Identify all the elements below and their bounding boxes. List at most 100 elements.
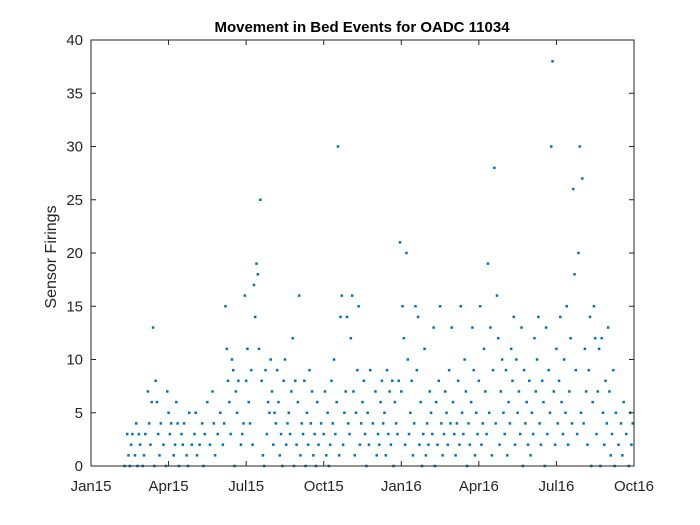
data-point: [182, 422, 186, 425]
data-point: [481, 422, 484, 425]
data-point: [274, 422, 278, 425]
data-point: [291, 336, 294, 340]
data-point: [287, 411, 291, 414]
data-point: [499, 390, 503, 393]
data-point: [190, 443, 194, 446]
data-point: [517, 390, 521, 393]
data-point: [548, 411, 552, 414]
data-point: [551, 60, 554, 63]
data-point: [193, 432, 196, 436]
data-point: [313, 432, 316, 436]
data-point: [137, 432, 141, 436]
data-point: [458, 443, 461, 446]
data-point: [358, 443, 362, 446]
data-point: [529, 454, 532, 457]
data-point: [530, 411, 534, 414]
data-point: [498, 443, 501, 446]
data-point: [612, 368, 615, 372]
data-point: [425, 422, 429, 425]
data-point: [158, 454, 161, 457]
data-point: [234, 390, 238, 393]
data-point: [282, 379, 285, 383]
data-point: [570, 422, 574, 425]
data-point: [357, 305, 360, 308]
data-point: [176, 422, 179, 425]
plot-frame: [90, 39, 635, 467]
data-point: [228, 400, 231, 404]
data-point: [239, 443, 243, 446]
data-point: [574, 368, 578, 372]
data-point: [288, 432, 292, 436]
data-point: [309, 422, 313, 425]
data-point: [275, 368, 279, 372]
data-point: [235, 411, 239, 414]
data-point: [609, 454, 612, 457]
data-point: [211, 390, 214, 393]
data-point: [601, 411, 605, 414]
data-point: [383, 411, 386, 414]
data-point: [512, 315, 516, 319]
data-point: [366, 411, 369, 414]
y-tick-label: 0: [75, 458, 83, 475]
data-point: [219, 411, 222, 414]
data-point: [353, 454, 356, 457]
data-point: [253, 315, 257, 319]
data-point: [322, 432, 325, 436]
data-point: [586, 443, 589, 446]
data-point: [588, 315, 592, 319]
data-point: [396, 432, 399, 436]
data-point: [180, 432, 183, 436]
data-point: [379, 400, 382, 404]
data-point: [560, 400, 563, 404]
data-point: [614, 411, 618, 414]
data-point: [305, 411, 309, 414]
data-point: [419, 400, 422, 404]
data-point: [559, 315, 562, 319]
data-point: [418, 443, 421, 446]
data-point: [493, 166, 496, 170]
data-point: [445, 411, 448, 414]
data-point: [597, 347, 601, 351]
x-tick-label: Oct15: [304, 478, 344, 495]
data-point: [459, 305, 463, 308]
data-point: [596, 390, 600, 393]
data-point: [573, 273, 576, 276]
data-point: [266, 400, 270, 404]
data-points: [123, 60, 634, 468]
data-point: [539, 443, 543, 446]
data-point: [503, 432, 506, 436]
data-point: [497, 336, 500, 340]
data-point: [337, 454, 341, 457]
data-point: [453, 432, 456, 436]
data-point: [591, 400, 594, 404]
data-point: [482, 347, 486, 351]
data-point: [129, 443, 133, 446]
data-point: [133, 454, 137, 457]
data-point: [388, 390, 391, 393]
data-point: [427, 443, 430, 446]
data-point: [356, 368, 359, 372]
data-point: [468, 443, 472, 446]
data-point: [402, 336, 406, 340]
data-point: [317, 443, 320, 446]
data-point: [251, 443, 254, 446]
data-point: [150, 400, 154, 404]
data-point: [146, 390, 150, 393]
x-tick-label: Apr15: [149, 478, 189, 495]
data-point: [502, 411, 505, 414]
data-point: [438, 305, 442, 308]
data-point: [520, 326, 523, 329]
data-point: [446, 443, 450, 446]
data-point: [363, 432, 367, 436]
data-point: [359, 422, 363, 425]
data-point: [478, 305, 482, 308]
data-point: [361, 400, 364, 404]
axis-ticks: 0 5 10 15 20 25 30 35 40 Jan15 Apr15 Jul15 Oct15 Jan1…: [66, 32, 654, 495]
data-point: [279, 432, 283, 436]
data-point: [316, 400, 319, 404]
data-point: [403, 443, 407, 446]
data-point: [528, 379, 531, 383]
data-point: [278, 454, 282, 457]
data-point: [524, 422, 527, 425]
